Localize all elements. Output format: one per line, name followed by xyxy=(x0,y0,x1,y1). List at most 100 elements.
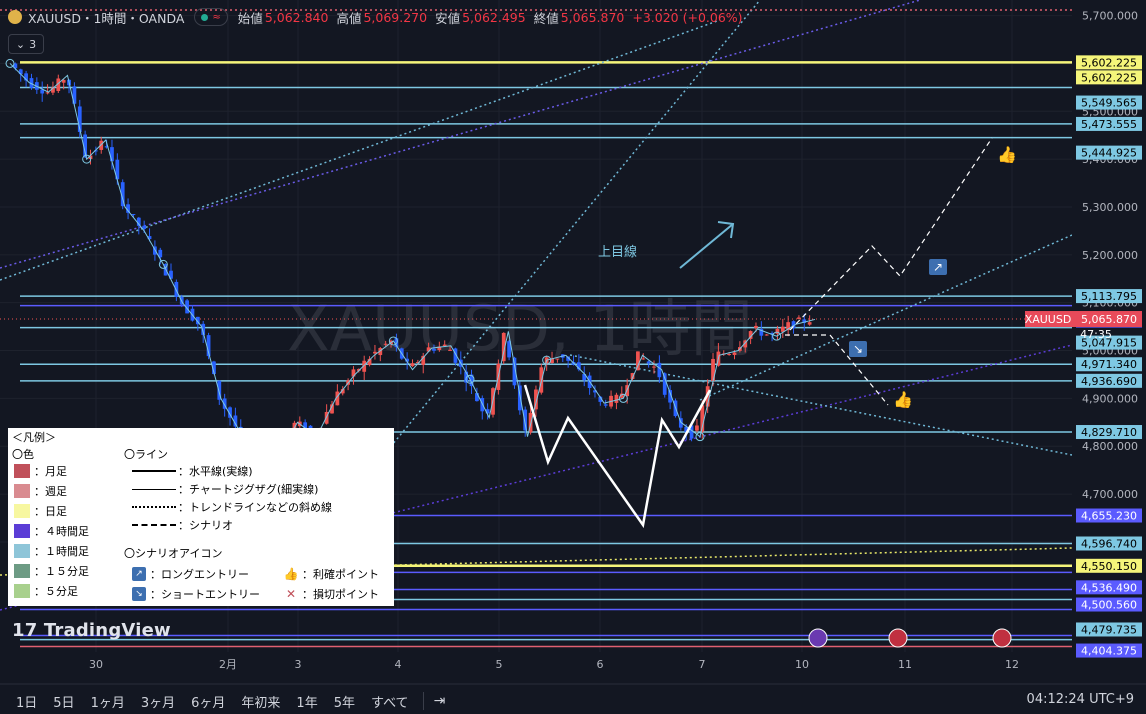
price-label-box xyxy=(1076,373,1142,388)
legend-color-item: ：１５分足 xyxy=(14,563,89,579)
candle-body xyxy=(550,358,554,364)
tradingview-text: TradingView xyxy=(43,620,171,641)
candle-body xyxy=(426,347,431,352)
open-label: 始値 xyxy=(237,10,263,26)
candle-body xyxy=(120,182,125,207)
legend-color-label: ：週足 xyxy=(34,485,67,498)
legend-icon-label: ：損切ポイント xyxy=(302,588,379,601)
range-button[interactable]: 3ヶ月 xyxy=(140,695,176,711)
legend-color-label: ：月足 xyxy=(34,465,67,478)
price-label-box xyxy=(1076,357,1142,372)
market-status-pill[interactable]: ≈ xyxy=(194,8,228,26)
candle-body xyxy=(335,391,340,406)
zigzag-pivot xyxy=(542,355,552,365)
range-button[interactable]: 6ヶ月 xyxy=(191,695,226,711)
short-entry-icon-bg xyxy=(849,341,867,357)
range-button[interactable]: 5年 xyxy=(333,695,355,711)
range-button[interactable]: 5日 xyxy=(53,695,75,711)
candle-body xyxy=(233,415,238,427)
candle-body xyxy=(662,373,667,395)
candle-body xyxy=(802,319,807,323)
candle-body xyxy=(51,87,55,93)
legend-color-item: ：週足 xyxy=(14,483,67,499)
candle-body xyxy=(743,340,748,348)
candle-body xyxy=(432,348,436,351)
range-button[interactable]: すべて xyxy=(370,695,409,711)
candle-body xyxy=(786,322,791,331)
price-label-text: 4,596.740 xyxy=(1081,538,1137,551)
time-axis[interactable]: 30 2月 3 4 5 6 7 10 11 12 xyxy=(0,658,1146,685)
scenario-short xyxy=(785,334,889,406)
candle-body xyxy=(405,358,410,362)
zigzag-pivot xyxy=(158,259,168,269)
change-value: +3.020 (+0.06%) xyxy=(632,9,743,25)
time-tick-label: 6 xyxy=(597,658,604,671)
candle-body xyxy=(630,373,635,379)
candle-body xyxy=(201,323,206,335)
price-label-box xyxy=(1076,55,1142,70)
trend-line[interactable] xyxy=(699,234,1073,401)
zigzag-pivot xyxy=(772,331,782,341)
price-label-text: 5,047.915 xyxy=(1081,337,1137,350)
trend-line[interactable] xyxy=(0,0,921,269)
range-button[interactable]: 年初来 xyxy=(241,695,281,711)
legend-line-sample xyxy=(132,470,176,472)
legend-line-header: 〇ライン xyxy=(124,448,168,461)
range-button[interactable]: 1日 xyxy=(16,695,38,711)
trend-line[interactable] xyxy=(0,19,721,281)
legend-line-sample xyxy=(132,506,176,508)
candle-body xyxy=(652,366,656,368)
candle-body xyxy=(56,78,61,92)
candle-body xyxy=(689,425,694,439)
goto-date-icon[interactable]: ⇥ xyxy=(433,693,446,709)
low-value: 5,062.495 xyxy=(462,9,526,25)
candle-body xyxy=(512,357,517,386)
candle-body xyxy=(807,322,812,325)
trend-line[interactable] xyxy=(0,344,1073,611)
zigzag-pivot xyxy=(5,58,15,68)
clock[interactable]: 04:12:24 UTC+9 xyxy=(1026,692,1134,707)
legend-swatch xyxy=(14,524,30,538)
legend-line-label: ：トレンドラインなどの斜め線 xyxy=(178,501,332,514)
price-label-box xyxy=(1076,643,1142,658)
candle-body xyxy=(566,356,571,361)
candle-body xyxy=(555,358,560,360)
price-tick-label: 4,700.000 xyxy=(1082,488,1138,501)
legend-icon-item: 👍 ：利確ポイント xyxy=(284,566,379,582)
candle-body xyxy=(598,396,603,402)
legend-swatch xyxy=(14,544,30,558)
candle-body xyxy=(442,344,447,346)
candle-body xyxy=(684,426,689,433)
trend-line[interactable] xyxy=(329,0,761,521)
price-label-text: 4,936.690 xyxy=(1081,375,1137,388)
current-price-tag xyxy=(1025,311,1142,328)
candle-body xyxy=(104,146,109,148)
symbol-title[interactable]: XAUUSD・1時間・OANDA xyxy=(28,10,185,26)
candle-body xyxy=(475,393,479,402)
gold-symbol-icon xyxy=(8,10,22,24)
range-button[interactable]: 1ヶ月 xyxy=(90,695,125,711)
indicator-toggle[interactable]: ⌄ 3 xyxy=(8,34,44,54)
legend-color-item: ：５分足 xyxy=(14,583,78,599)
range-button[interactable]: 1年 xyxy=(296,695,318,711)
candle-body xyxy=(378,348,383,356)
wave-icon: ≈ xyxy=(212,11,221,23)
legend-color-label: ：１時間足 xyxy=(34,545,89,558)
trend-line[interactable] xyxy=(569,354,1073,456)
stop-loss-icon: ✕ xyxy=(285,587,297,601)
candle-body xyxy=(362,360,367,372)
candle-body xyxy=(614,394,619,403)
legend-color-label: ：日足 xyxy=(34,505,67,518)
legend-line-item: ：チャートジグザグ(細実線) xyxy=(132,481,318,497)
trend-line[interactable] xyxy=(0,547,1073,576)
legend-icon-item: ↗ ：ロングエントリー xyxy=(132,566,249,582)
price-label-box xyxy=(1076,580,1142,595)
candle-body xyxy=(759,329,764,336)
candle-body xyxy=(501,332,506,362)
price-label-text: 4,829.710 xyxy=(1081,426,1137,439)
tradingview-logo: 𝟭𝟳 TradingView xyxy=(12,620,171,641)
candle-body xyxy=(748,331,753,339)
candle-body xyxy=(775,328,780,334)
candle-body xyxy=(593,390,597,393)
